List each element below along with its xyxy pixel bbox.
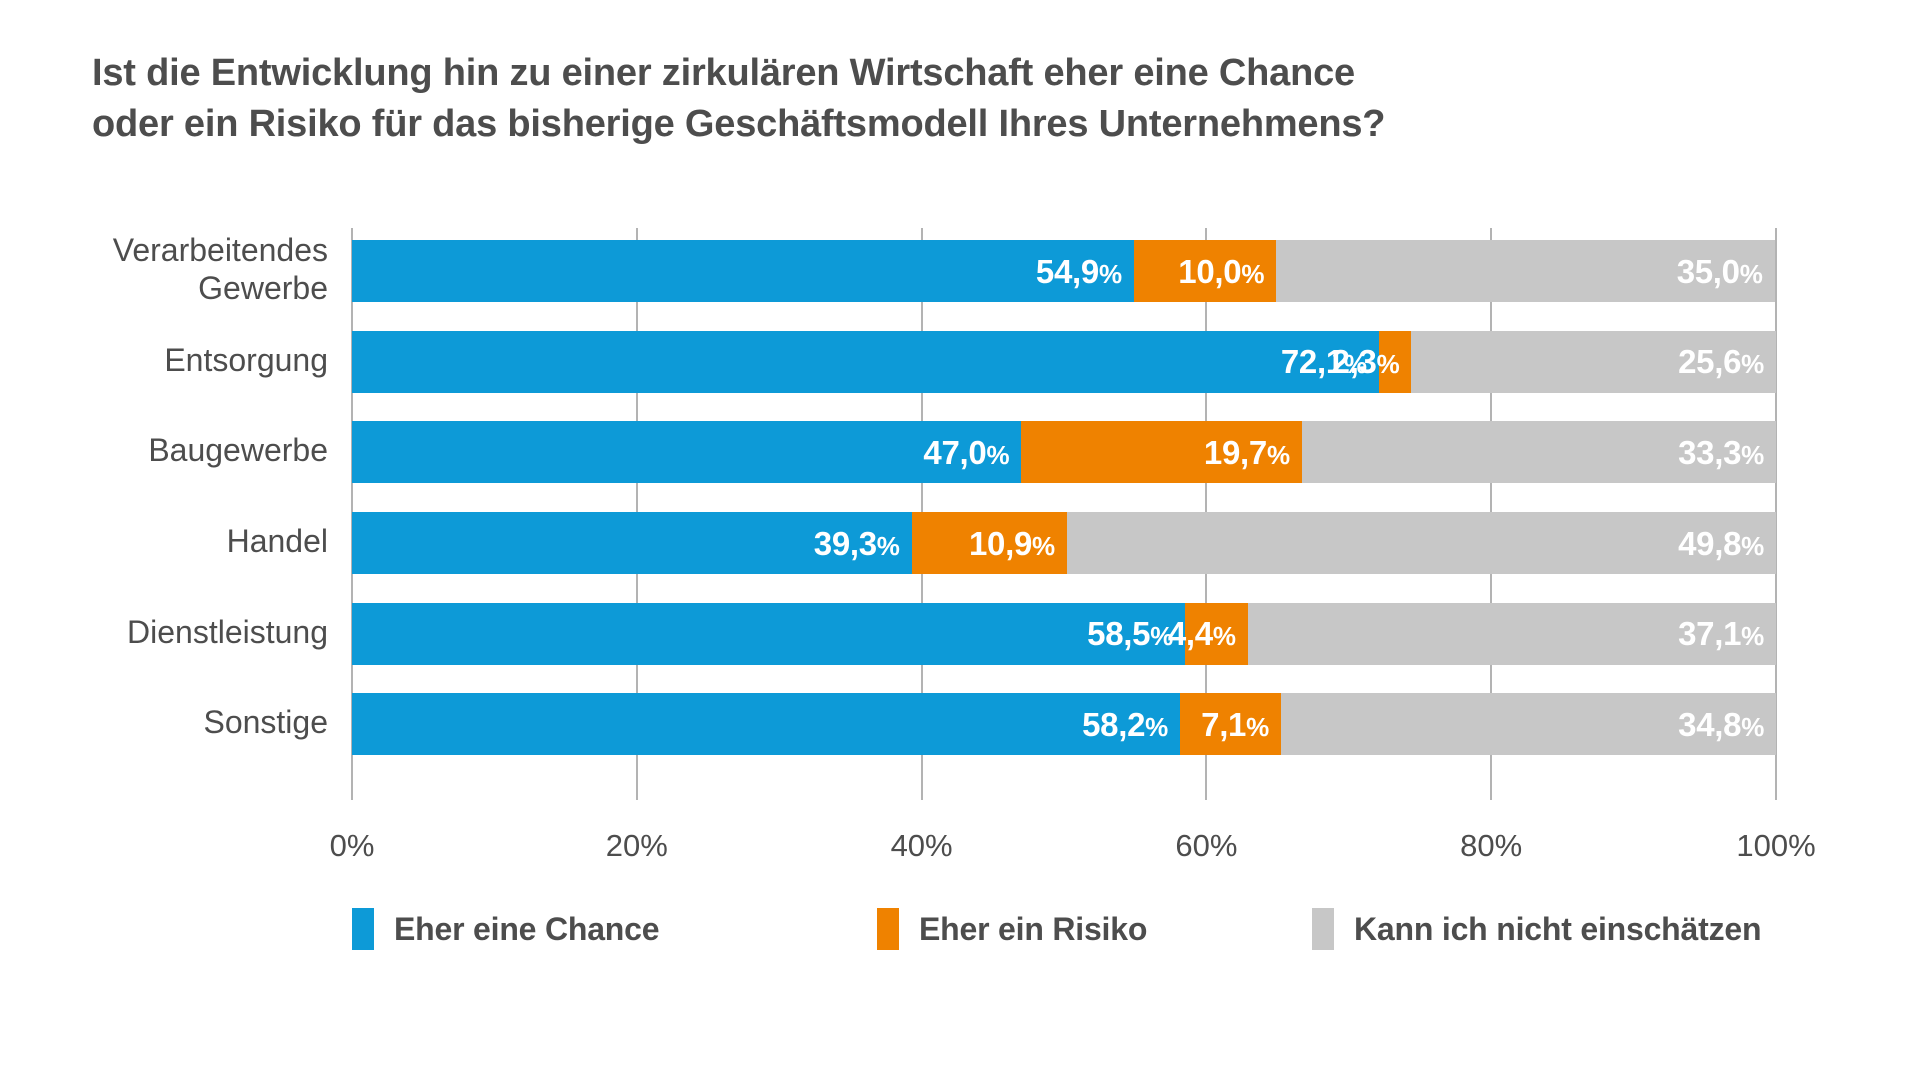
x-axis-tick-label: 40% xyxy=(890,828,953,863)
bar-segment[interactable]: 4,4% xyxy=(1168,602,1248,665)
category-label: Handel xyxy=(226,523,328,559)
x-axis: 0% 20% 40% 60% 80% 100% xyxy=(330,828,1816,878)
bar-row[interactable]: 58,2% 7,1% 34,8% xyxy=(352,693,1777,756)
legend-swatch-icon xyxy=(1312,908,1334,950)
bar-segment[interactable]: 25,6% xyxy=(1411,330,1776,393)
bar-value-label: 47,0% xyxy=(923,433,1010,471)
category-label: Entsorgung xyxy=(164,341,328,378)
bar-segment[interactable]: 54,9% xyxy=(352,240,1134,302)
bar-segment[interactable]: 33,3% xyxy=(1301,421,1776,484)
bar-value-label: 34,8% xyxy=(1678,705,1765,743)
bar-segment[interactable]: 37,1% xyxy=(1247,602,1776,665)
bar-value-label: 58,2% xyxy=(1082,705,1168,743)
legend-item[interactable]: Kann ich nicht einschätzen xyxy=(1312,908,1762,950)
chart-title: Ist die Entwicklung hin zu einer zirkulä… xyxy=(92,52,1386,145)
legend-swatch-icon xyxy=(877,908,899,950)
bar-segment[interactable]: 39,3% xyxy=(352,512,912,574)
x-axis-tick-label: 0% xyxy=(329,828,375,863)
legend-label: Eher ein Risiko xyxy=(919,910,1148,947)
bar-value-label: 25,6% xyxy=(1678,343,1764,381)
bar-value-label: 2,3% xyxy=(1331,343,1400,381)
legend-item[interactable]: Eher ein Risiko xyxy=(877,908,1147,950)
bar-segment[interactable]: 72,1% xyxy=(352,330,1379,393)
bar-segment[interactable]: 58,5% xyxy=(352,602,1186,665)
bar-value-label: 7,1% xyxy=(1201,705,1269,743)
gridline-100pct xyxy=(1775,228,1777,800)
bar-value-label: 72,1% xyxy=(1280,343,1367,381)
bar-value-label: 10,0% xyxy=(1178,252,1265,290)
x-axis-tick-label: 100% xyxy=(1736,828,1816,863)
bar-segment[interactable]: 34,8% xyxy=(1280,693,1777,756)
legend-label: Kann ich nicht einschätzen xyxy=(1354,910,1762,947)
bar-segment[interactable]: 7,1% xyxy=(1179,693,1281,756)
category-label: Sonstige xyxy=(203,704,328,741)
bar-segment[interactable]: 47,0% xyxy=(352,421,1022,484)
chart-legend: Eher eine Chance Eher ein Risiko Kann ich … xyxy=(352,908,1782,960)
x-axis-tick-label: 20% xyxy=(605,828,668,863)
bar-segment[interactable]: 10,9% xyxy=(911,512,1067,574)
bar-segment[interactable]: 19,7% xyxy=(1021,421,1302,484)
legend-item[interactable]: Eher eine Chance xyxy=(352,908,660,950)
bar-value-label: 58,5% xyxy=(1087,615,1174,653)
plot-area: 54,9% 10,0% 35,0% 72,1% 2,3% 25,6% 47,0% 19,7% 3… xyxy=(351,228,1777,800)
bar-row[interactable]: 47,0% 19,7% 33,3% xyxy=(352,421,1776,484)
bar-row[interactable]: 39,3% 10,9% 49,8% xyxy=(352,512,1776,574)
category-label: Baugewerbe xyxy=(148,432,328,469)
bar-value-label: 33,3% xyxy=(1678,433,1764,471)
legend-label: Eher eine Chance xyxy=(394,910,660,947)
bar-segment[interactable]: 35,0% xyxy=(1276,240,1775,302)
bar-value-label: 37,1% xyxy=(1678,615,1764,653)
bar-value-label: 54,9% xyxy=(1035,252,1122,290)
x-axis-tick-label: 80% xyxy=(1460,828,1523,863)
bar-value-label: 39,3% xyxy=(813,524,900,562)
legend-swatch-icon xyxy=(352,908,374,950)
bar-value-label: 4,4% xyxy=(1167,615,1236,653)
bar-segment[interactable]: 58,2% xyxy=(352,693,1180,756)
bar-value-label: 19,7% xyxy=(1203,433,1290,471)
bar-row[interactable]: 72,1% 2,3% 25,6% xyxy=(352,330,1776,393)
bar-value-label: 49,8% xyxy=(1678,524,1764,562)
x-axis-tick-label: 60% xyxy=(1175,828,1238,863)
bar-segment[interactable]: 10,0% xyxy=(1133,240,1277,302)
bar-segment[interactable]: 2,3% xyxy=(1332,330,1412,393)
bar-row[interactable]: 58,5% 4,4% 37,1% xyxy=(352,602,1776,665)
bar-row[interactable]: 54,9% 10,0% 35,0% xyxy=(352,240,1776,302)
category-label: Verarbeitendes Gewerbe xyxy=(112,232,328,306)
bar-segment[interactable]: 49,8% xyxy=(1066,512,1776,574)
bar-value-label: 35,0% xyxy=(1676,252,1763,290)
bar-value-label: 10,9% xyxy=(968,524,1055,562)
category-label: Dienstleistung xyxy=(127,613,328,650)
